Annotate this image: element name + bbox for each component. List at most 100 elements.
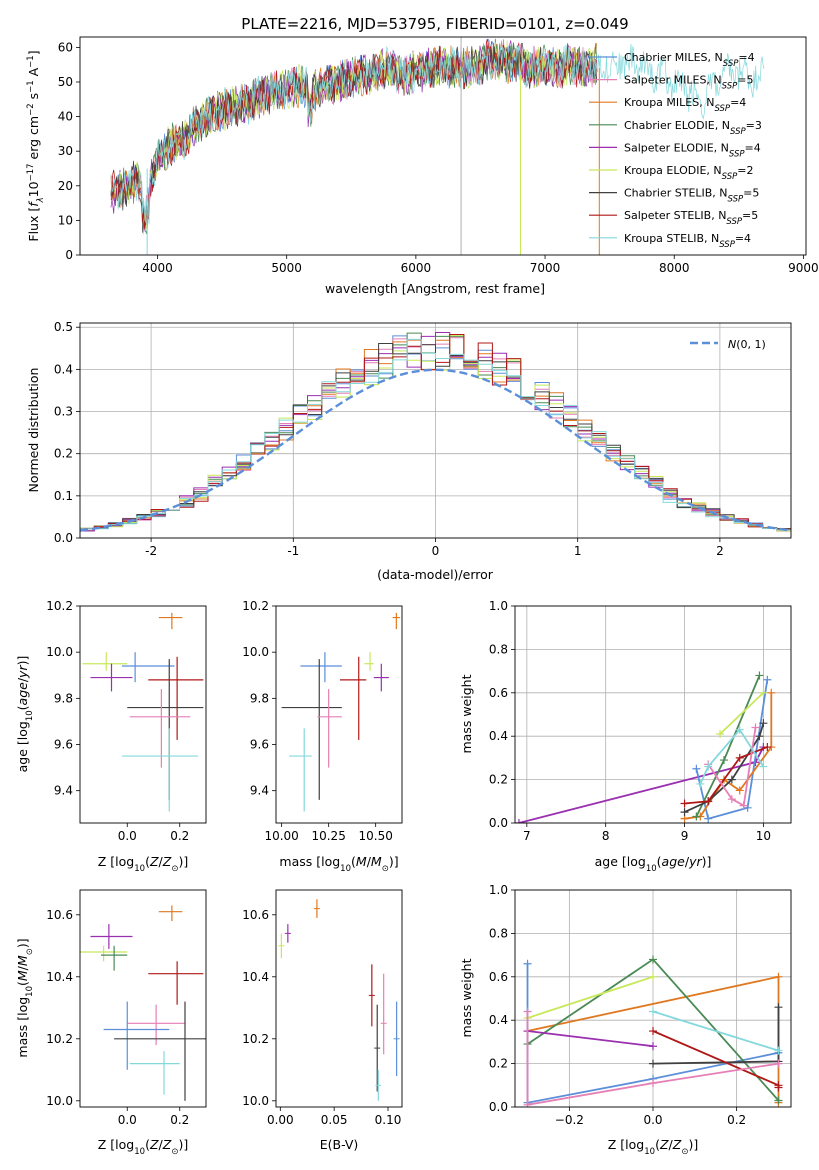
weight-marker <box>743 803 752 812</box>
weight-marker <box>649 1007 657 1016</box>
x-axis-label: Z [log10(Z/Z⊙)] <box>608 1137 698 1157</box>
x-tick-label: 6000 <box>401 261 432 275</box>
x-tick-label: 7000 <box>530 261 561 275</box>
x-axis-label: age [log10(age/yr)] <box>595 854 712 874</box>
x-tick-label: 0.0 <box>118 829 137 843</box>
age-vs-mass-plot-area <box>281 612 401 812</box>
x-tick-label: 0.00 <box>267 1113 294 1127</box>
x-tick-label: 10.50 <box>358 829 392 843</box>
x-tick-label: 7 <box>523 829 531 843</box>
weight-line <box>652 1007 780 1065</box>
y-tick-label: 10.2 <box>242 599 269 613</box>
axes-frame <box>79 889 207 1108</box>
x-axis-label: mass [log10(M/M⊙)] <box>279 854 398 874</box>
x-tick-label: -2 <box>145 544 157 558</box>
legend-label: Salpeter ELODIE, NSSP=4 <box>624 141 761 159</box>
axes-frame <box>275 605 403 824</box>
weight-marker <box>696 779 705 788</box>
legend-label: N(0, 1) <box>728 338 766 351</box>
age-vs-Z-plot-area <box>82 612 204 812</box>
y-tick-label: 0.1 <box>54 489 73 503</box>
x-tick-label: 10.25 <box>311 829 345 843</box>
weight-marker <box>735 725 744 734</box>
y-tick-label: 10.2 <box>46 599 73 613</box>
x-tick-label: 10.00 <box>264 829 298 843</box>
legend: Chabrier MILES, NSSP=4 Salpeter MILES, NS… <box>589 51 762 250</box>
weight-marker <box>763 743 772 752</box>
weight-marker <box>704 762 713 771</box>
y-tick-label: 10.2 <box>242 1032 269 1046</box>
x-axis-label: E(B-V) <box>320 1137 359 1152</box>
weight-marker <box>649 1027 657 1036</box>
y-tick-label: 0.6 <box>489 970 508 984</box>
legend-label: Chabrier STELIB, NSSP=5 <box>624 187 759 205</box>
weight-marker <box>649 955 657 964</box>
x-tick-label: 0.05 <box>321 1113 348 1127</box>
weight-marker <box>755 671 764 680</box>
weight-line <box>699 728 765 785</box>
y-tick-label: 0.4 <box>54 362 73 376</box>
x-tick-label: 10 <box>756 829 771 843</box>
y-tick-label: 9.6 <box>250 738 269 752</box>
y-tick-label: 9.8 <box>250 691 269 705</box>
weight-marker <box>759 688 768 697</box>
legend-label: Kroupa ELODIE, NSSP=2 <box>624 164 754 182</box>
weight-marker <box>727 795 736 804</box>
y-tick-label: 10.4 <box>46 970 73 984</box>
y-tick-label: 0.4 <box>489 1013 508 1027</box>
weight-marker <box>649 1042 657 1051</box>
weight-marker <box>680 808 689 817</box>
weight-line <box>652 1010 779 1052</box>
x-tick-label: 0.10 <box>375 1113 402 1127</box>
weight-line <box>526 1011 779 1106</box>
weight-marker <box>649 972 657 981</box>
weight-marker <box>767 688 776 697</box>
weight-marker <box>716 730 725 739</box>
weight-line <box>719 692 765 735</box>
weight-marker <box>523 959 532 968</box>
y-tick-label: 0.8 <box>489 642 508 656</box>
y-tick-label: 9.8 <box>54 691 73 705</box>
weight-marker <box>755 732 764 741</box>
spectrum-plot-area <box>110 37 765 255</box>
y-tick-label: 0 <box>65 248 73 262</box>
y-tick-label: 50 <box>58 75 73 89</box>
x-tick-label: 0.2 <box>170 829 189 843</box>
mass-weight-vs-Z-plot-area <box>523 955 783 1107</box>
weight-marker <box>774 1096 783 1105</box>
y-tick-label: 9.6 <box>54 738 73 752</box>
weight-marker <box>774 1059 783 1068</box>
y-tick-label: 0.2 <box>54 447 73 461</box>
y-tick-label: 10.2 <box>46 1032 73 1046</box>
weight-marker <box>759 762 768 771</box>
x-tick-label: 0.2 <box>727 1113 746 1127</box>
weight-marker <box>774 972 783 981</box>
mass-vs-EBV-axes: 0.00 0.05 0.10 10.0 10.2 10.4 10.6 E(B-V) <box>242 889 403 1152</box>
weight-marker <box>735 753 744 762</box>
x-axis-label: wavelength [Angstrom, rest frame] <box>325 281 545 296</box>
x-tick-label: 0 <box>432 544 440 558</box>
y-tick-label: 9.4 <box>250 784 269 798</box>
axes-frame <box>79 605 207 824</box>
y-axis-label: Flux [fλ10−17 erg cm−2 s−1 A−1] <box>26 50 46 241</box>
y-axis-label: mass [log10(M/M⊙)] <box>15 938 35 1057</box>
y-tick-label: 30 <box>58 144 73 158</box>
weight-marker <box>759 719 768 728</box>
mass-weight-vs-Z-axes: −0.2 0.0 0.2 0.0 0.2 0.4 0.6 0.8 1.0 Z [log10(Z/Z… <box>459 883 792 1157</box>
weight-marker <box>763 675 772 684</box>
x-tick-label: 1 <box>574 544 582 558</box>
y-tick-label: 9.4 <box>54 784 73 798</box>
legend-label: Chabrier MILES, NSSP=4 <box>624 51 755 69</box>
y-axis-label: mass weight <box>459 674 474 753</box>
x-tick-label: 9000 <box>788 261 819 275</box>
age-vs-Z-axes: 0.0 0.2 9.4 9.6 9.8 10.0 10.2 Z [log10(Z/Z⊙)] ag… <box>15 599 207 874</box>
y-tick-label: 0.4 <box>489 729 508 743</box>
y-tick-label: 10.4 <box>242 970 269 984</box>
spectrum-axes: 4000 5000 6000 7000 8000 9000 0 10 20 30 40 50 60 wav… <box>26 36 819 296</box>
x-tick-label: 9 <box>681 829 689 843</box>
x-axis-label: (data-model)/error <box>377 567 494 582</box>
y-tick-label: 0.2 <box>489 1057 508 1071</box>
axes-frame <box>514 605 792 824</box>
weight-marker <box>751 723 760 732</box>
